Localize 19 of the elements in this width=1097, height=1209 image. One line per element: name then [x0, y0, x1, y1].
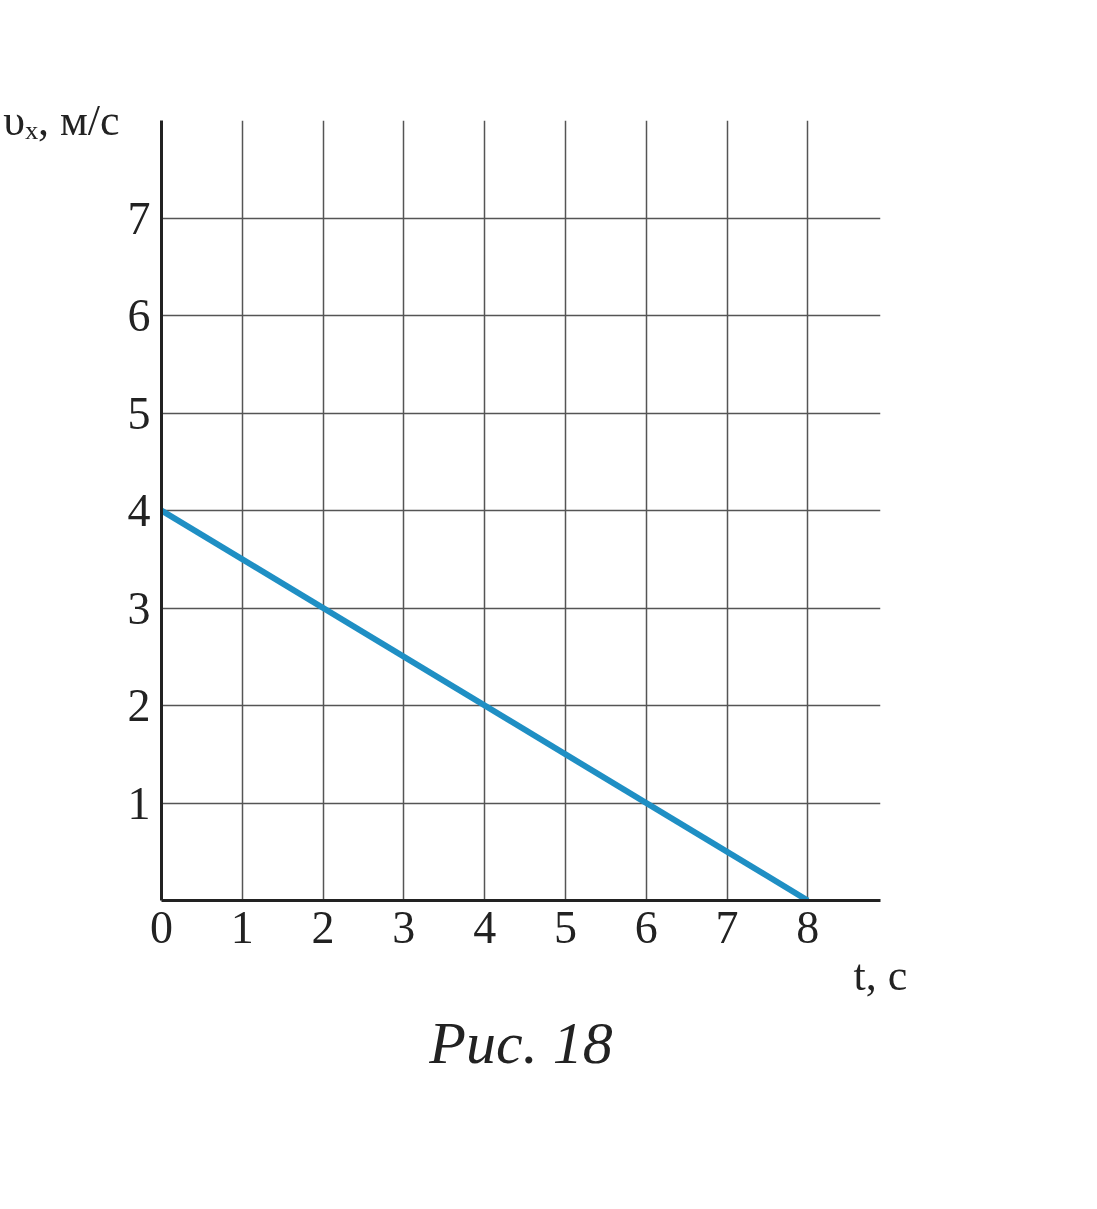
x-tick-label: 6	[634, 901, 658, 953]
y-tick-label: 6	[127, 290, 151, 341]
y-tick-label: 7	[127, 192, 151, 244]
y-tick-label: 2	[127, 680, 151, 731]
x-tick-label: 4	[473, 901, 497, 953]
y-tick-label: 3	[127, 582, 151, 634]
text: Рис. 18	[428, 1009, 613, 1076]
x-tick-label: 1	[230, 901, 254, 953]
x-tick-label: 7	[715, 901, 739, 953]
x-tick-label: 3	[392, 901, 416, 953]
x-tick-label: 5	[553, 901, 577, 953]
x-tick-label: 2	[311, 901, 335, 953]
y-axis-title: υₓ, м/с	[3, 96, 120, 145]
y-tick-label: 5	[127, 387, 151, 439]
x-axis-title: t, с	[853, 950, 908, 1000]
x-tick-label: 0	[150, 901, 173, 953]
x-tick-label: 8	[796, 901, 820, 953]
y-tick-label: 1	[127, 777, 151, 829]
y-tick-label: 4	[127, 485, 151, 536]
